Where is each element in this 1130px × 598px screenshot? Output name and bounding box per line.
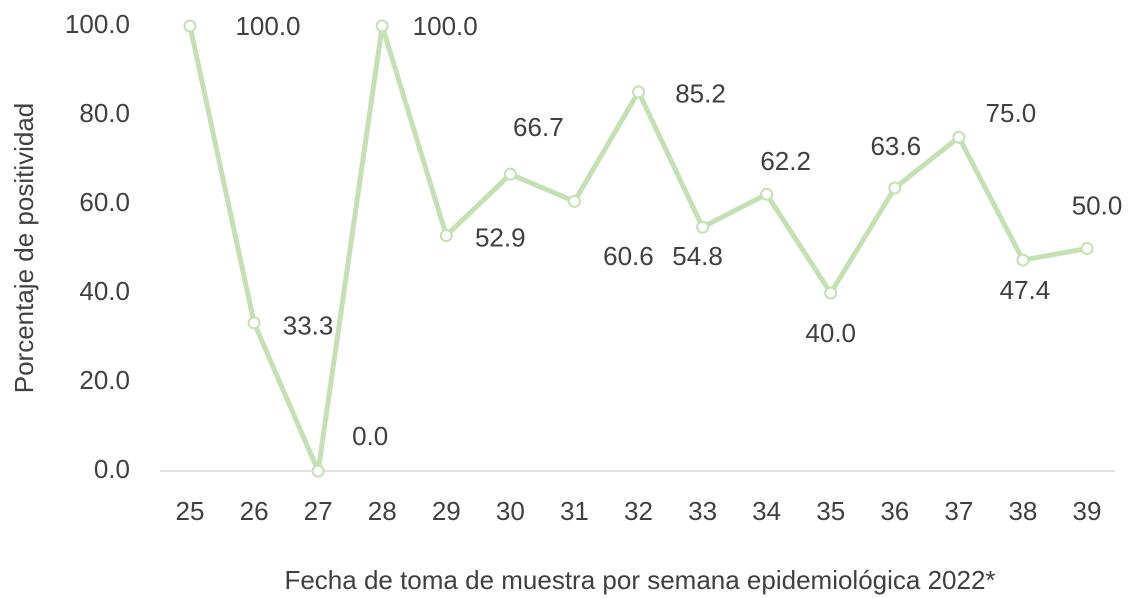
- data-label: 50.0: [1072, 190, 1123, 220]
- x-tick-label: 28: [368, 496, 397, 526]
- data-point: [439, 229, 453, 243]
- x-tick-label: 36: [880, 496, 909, 526]
- data-point: [696, 220, 710, 234]
- data-point: [503, 167, 517, 181]
- y-tick-label: 0.0: [94, 454, 130, 484]
- data-label: 75.0: [986, 98, 1037, 128]
- data-point: [952, 130, 966, 144]
- y-tick-label: 20.0: [79, 365, 130, 395]
- data-point: [888, 181, 902, 195]
- data-label: 33.3: [283, 311, 334, 341]
- x-tick-label: 30: [496, 496, 525, 526]
- data-label: 52.9: [475, 222, 526, 252]
- y-tick-label: 40.0: [79, 276, 130, 306]
- data-label: 85.2: [675, 79, 726, 109]
- x-tick-label: 39: [1073, 496, 1102, 526]
- data-label: 47.4: [1000, 275, 1051, 305]
- x-axis-title: Fecha de toma de muestra por semana epid…: [284, 565, 995, 595]
- data-label: 54.8: [672, 241, 723, 271]
- data-point: [311, 464, 325, 478]
- data-label: 63.6: [870, 131, 921, 161]
- x-tick-label: 26: [240, 496, 269, 526]
- data-label: 60.6: [603, 241, 654, 271]
- data-point: [824, 286, 838, 300]
- data-point: [1080, 242, 1094, 255]
- data-point: [632, 85, 645, 99]
- data-label: 100.0: [413, 11, 478, 41]
- x-tick-label: 27: [304, 496, 333, 526]
- data-point: [183, 19, 197, 33]
- data-point: [247, 316, 261, 330]
- data-label: 66.7: [513, 112, 564, 142]
- data-point: [375, 19, 389, 33]
- data-point: [760, 187, 774, 201]
- x-tick-label: 32: [624, 496, 653, 526]
- x-tick-label: 37: [944, 496, 973, 526]
- y-axis-title: Porcentaje de positividad: [9, 103, 39, 394]
- x-tick-label: 29: [432, 496, 461, 526]
- x-tick-label: 35: [816, 496, 845, 526]
- y-tick-label: 100.0: [65, 9, 130, 39]
- y-tick-label: 80.0: [79, 98, 130, 128]
- x-tick-label: 38: [1008, 496, 1037, 526]
- x-tick-label: 33: [688, 496, 717, 526]
- x-tick-label: 25: [176, 496, 205, 526]
- data-label: 100.0: [235, 11, 300, 41]
- x-tick-label: 34: [752, 496, 781, 526]
- y-tick-label: 60.0: [79, 187, 130, 217]
- data-label: 0.0: [352, 421, 388, 451]
- data-point: [1016, 253, 1030, 267]
- data-label: 62.2: [760, 146, 811, 176]
- data-point: [567, 194, 581, 208]
- data-label: 40.0: [805, 318, 856, 348]
- x-tick-label: 31: [560, 496, 589, 526]
